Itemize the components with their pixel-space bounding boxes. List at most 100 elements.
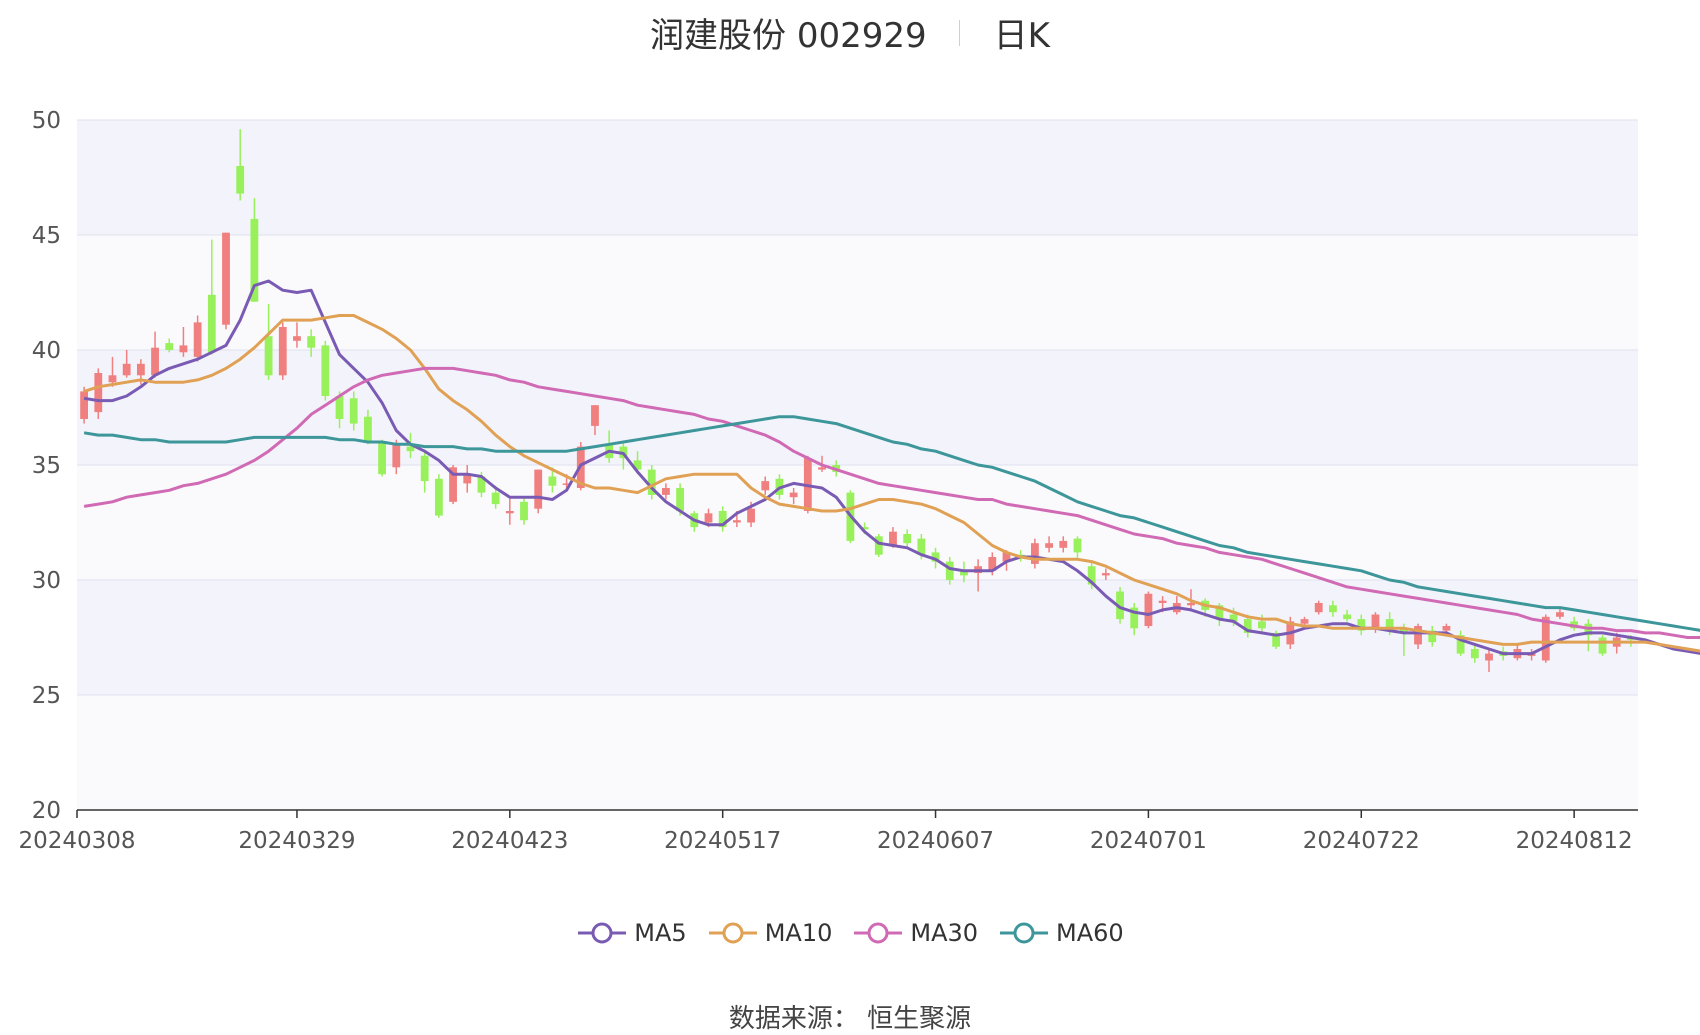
candle-down [321, 345, 330, 396]
candle-up [1556, 612, 1564, 617]
chart-title: 润建股份 002929 [650, 16, 927, 56]
legend-marker-icon [708, 922, 757, 944]
candle-down [1243, 619, 1252, 633]
title-separator [958, 19, 960, 46]
candle-up [1144, 593, 1153, 626]
candle-down [364, 416, 372, 442]
candle-up [122, 363, 131, 376]
candle-down [1258, 621, 1266, 629]
series-line-ma10 [83, 314, 1700, 653]
candle-down [633, 460, 642, 470]
candle-up [1101, 573, 1110, 576]
y-tick-label: 35 [32, 453, 61, 479]
candle-down [1456, 635, 1465, 654]
source-label: 数据来源： [728, 1004, 859, 1034]
candle-up [1002, 552, 1011, 562]
grid-band [77, 580, 1638, 695]
series-line-ma30 [83, 366, 1700, 639]
legend-label: MA10 [764, 919, 833, 947]
candle-down [434, 478, 443, 516]
candle-up [1187, 603, 1195, 606]
candle-up [591, 405, 599, 426]
candle-up [818, 467, 826, 470]
candle-up [293, 336, 301, 341]
legend-item-ma30[interactable]: MA30 [852, 918, 978, 947]
candle-up [704, 513, 713, 523]
candle-up [80, 391, 88, 419]
legend-item-ma10[interactable]: MA10 [707, 918, 833, 947]
grid-band [77, 350, 1638, 465]
candle-down [874, 536, 883, 555]
candle-down [917, 538, 926, 555]
candle-up [278, 327, 287, 376]
candle-up [789, 492, 798, 498]
candle-up [1030, 543, 1039, 564]
y-tick-label: 25 [32, 683, 61, 709]
x-tick-label: 20240812 [1516, 828, 1633, 854]
legend-marker-icon [1000, 922, 1049, 944]
candle-up [193, 322, 202, 357]
candle-up [1541, 616, 1550, 661]
candle-up [94, 373, 103, 413]
candle-up [1314, 603, 1323, 613]
candle-down [1470, 649, 1479, 659]
candle-up [505, 511, 514, 514]
chart-title-bar: 润建股份 002929 日K [0, 8, 1700, 57]
candle-up [1371, 614, 1380, 629]
candle-up [747, 508, 755, 523]
candle-up [108, 375, 117, 383]
candle-up [136, 363, 145, 376]
candle-down [207, 294, 216, 353]
legend-label: MA30 [910, 919, 979, 947]
candle-down [860, 527, 869, 530]
candle-down [420, 455, 429, 482]
candle-up [889, 531, 897, 546]
legend-label: MA60 [1056, 919, 1124, 947]
candle-up [392, 444, 401, 468]
candle-down [1272, 632, 1281, 647]
candle-down [165, 343, 174, 350]
candle-down [307, 336, 316, 348]
candle-down [349, 398, 358, 424]
x-tick-label: 20240329 [238, 828, 355, 854]
candle-up [179, 345, 188, 353]
x-tick-label: 20240722 [1303, 828, 1420, 854]
candle-down [335, 396, 344, 419]
grid-band [77, 235, 1638, 350]
candle-up [449, 467, 457, 502]
candle-down [1229, 614, 1238, 622]
candle-down [1130, 607, 1139, 629]
candle-down [250, 218, 259, 302]
series-line-ma60 [83, 415, 1700, 632]
candle-down [1399, 628, 1408, 633]
candle-up [463, 474, 472, 484]
candle-down [903, 534, 912, 544]
candle-down [406, 446, 415, 452]
candle-down [264, 336, 273, 376]
legend-marker-icon [854, 922, 903, 944]
candle-down [931, 552, 940, 562]
candle-up [534, 469, 543, 509]
candle-down [1073, 538, 1082, 553]
candle-down [1215, 605, 1224, 620]
legend-item-ma5[interactable]: MA5 [576, 918, 687, 947]
data-source: 数据来源： 恒生聚源 [0, 998, 1700, 1035]
grid-band [77, 120, 1638, 235]
candle-down [548, 476, 557, 486]
candle-down [477, 476, 486, 493]
candle-down [1328, 605, 1337, 613]
candle-down [1428, 630, 1437, 643]
y-tick-label: 50 [32, 108, 61, 134]
candle-up [222, 232, 230, 325]
candle-down [647, 469, 656, 495]
candle-up [662, 488, 670, 495]
x-tick-label: 20240308 [18, 828, 135, 854]
candle-up [1442, 626, 1451, 631]
grid-band [77, 695, 1638, 810]
candle-down [676, 488, 685, 511]
candle-up [1045, 543, 1053, 548]
candle-up [761, 481, 770, 491]
candlestick-chart: 20 25 30 35 40 45 50 20240308 20240329 20240423 20… [18, 108, 1700, 854]
legend-item-ma60[interactable]: MA60 [998, 918, 1124, 947]
y-tick-label: 45 [32, 223, 61, 249]
